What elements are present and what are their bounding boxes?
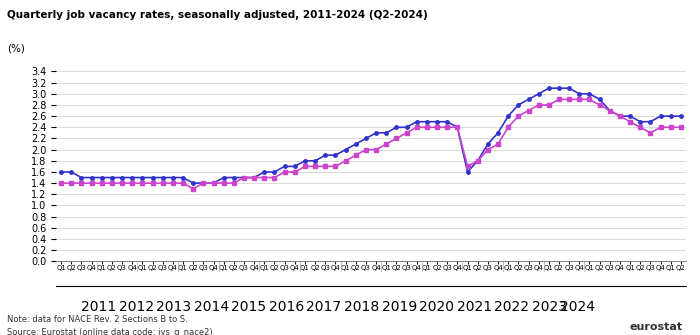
Euro area: [372, 131, 380, 135]
Euro area: [545, 86, 553, 90]
Line: EU: EU: [60, 97, 682, 191]
EU: [57, 181, 65, 185]
Line: Euro area: Euro area: [60, 86, 682, 185]
EU: [372, 148, 380, 152]
Euro area: [443, 120, 452, 124]
EU: [230, 181, 238, 185]
Text: (%): (%): [7, 44, 25, 54]
EU: [677, 125, 685, 129]
EU: [189, 187, 197, 191]
EU: [178, 181, 187, 185]
Euro area: [677, 114, 685, 118]
Euro area: [230, 176, 238, 180]
Euro area: [108, 176, 116, 180]
Legend: EU, Euro area: EU, Euro area: [300, 331, 442, 335]
EU: [555, 97, 564, 102]
Text: eurostat: eurostat: [630, 322, 683, 332]
Text: Note: data for NACE Rev. 2 Sections B to S.: Note: data for NACE Rev. 2 Sections B to…: [7, 315, 188, 324]
EU: [443, 125, 452, 129]
EU: [108, 181, 116, 185]
Euro area: [178, 176, 187, 180]
EU: [616, 114, 624, 118]
Euro area: [189, 181, 197, 185]
Text: Source: Eurostat (online data code: jvs_q_nace2): Source: Eurostat (online data code: jvs_…: [7, 328, 213, 335]
Text: Quarterly job vacancy rates, seasonally adjusted, 2011-2024 (Q2-2024): Quarterly job vacancy rates, seasonally …: [7, 10, 428, 20]
Euro area: [616, 114, 624, 118]
Euro area: [57, 170, 65, 174]
